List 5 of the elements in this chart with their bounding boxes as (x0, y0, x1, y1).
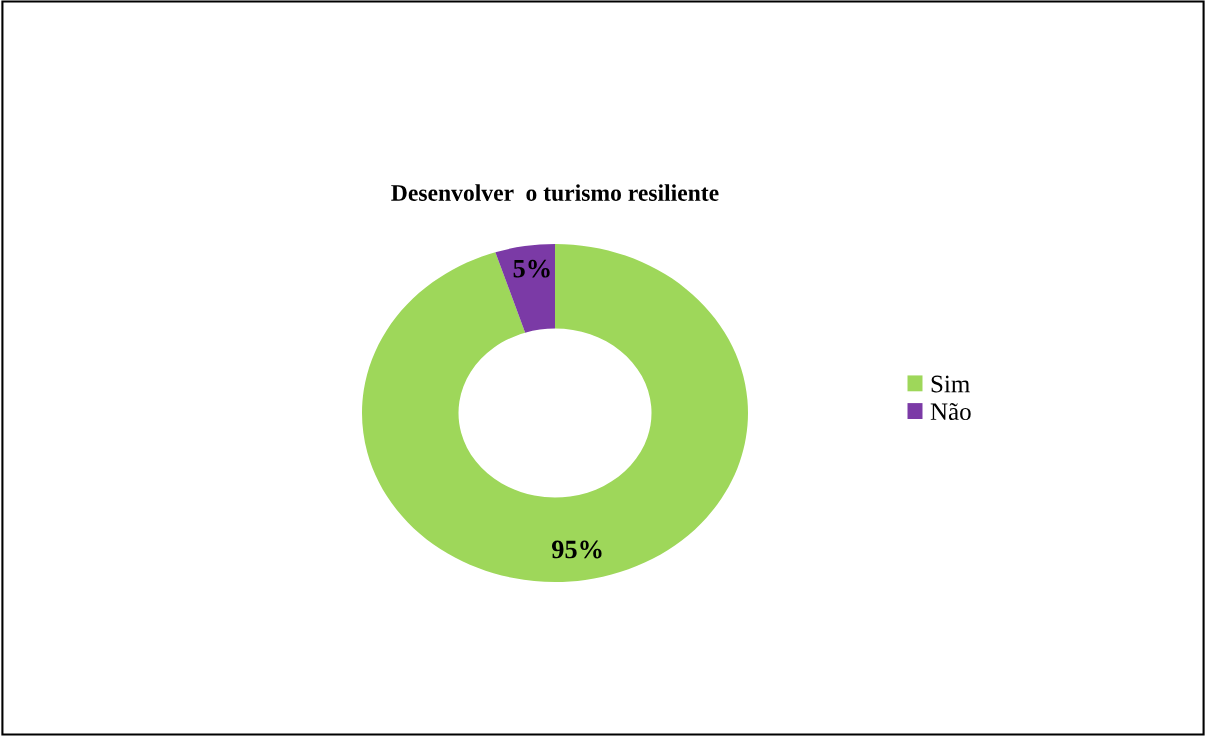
chart-title: Desenvolver o turismo resiliente (391, 184, 719, 201)
legend-label: Não (930, 403, 971, 421)
legend-label: Sim (931, 375, 970, 393)
data-label: 95% (551, 540, 602, 559)
data-label: 5% (513, 259, 550, 278)
